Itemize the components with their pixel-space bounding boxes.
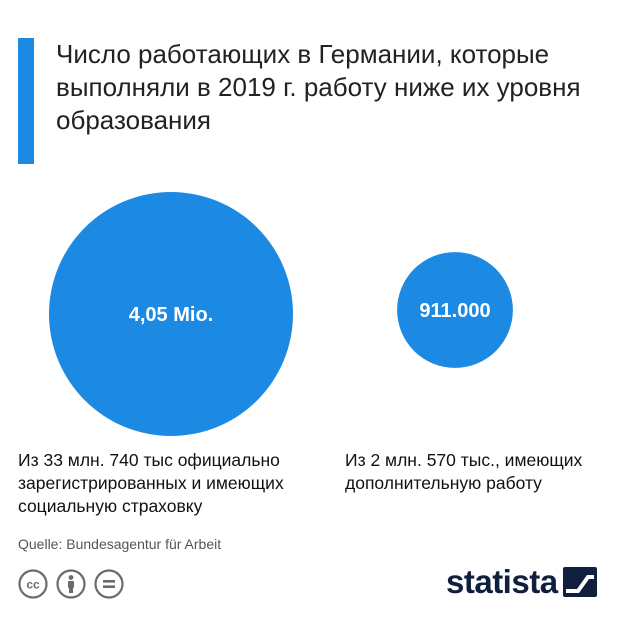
- bubble-caption-registered: Из 33 млн. 740 тыс официально зарегистри…: [18, 450, 284, 516]
- bubble-registered-value-label: 4,05 Mio.: [129, 304, 213, 326]
- by-attribution-icon[interactable]: [56, 569, 86, 599]
- no-derivatives-icon[interactable]: [94, 569, 124, 599]
- bubble-caption-secondary-job: Из 2 млн. 570 тыс., имеющих дополнительн…: [345, 450, 583, 493]
- bubble-registered: [49, 192, 293, 436]
- chart-title: Число работающих в Германии, которые вып…: [56, 39, 581, 135]
- title-accent-bar: [18, 38, 34, 164]
- statista-logo-icon: [562, 567, 597, 597]
- source-note: Quelle: Bundesagentur für Arbeit: [18, 536, 222, 552]
- statista-wordmark: statista: [446, 563, 558, 600]
- statista-logo[interactable]: statista: [446, 562, 597, 602]
- bubble-secondary-job-value-label: 911.000: [419, 300, 490, 322]
- svg-text:cc: cc: [26, 578, 40, 592]
- cc-icon[interactable]: cc: [18, 569, 48, 599]
- bubble-secondary-job: [397, 252, 513, 368]
